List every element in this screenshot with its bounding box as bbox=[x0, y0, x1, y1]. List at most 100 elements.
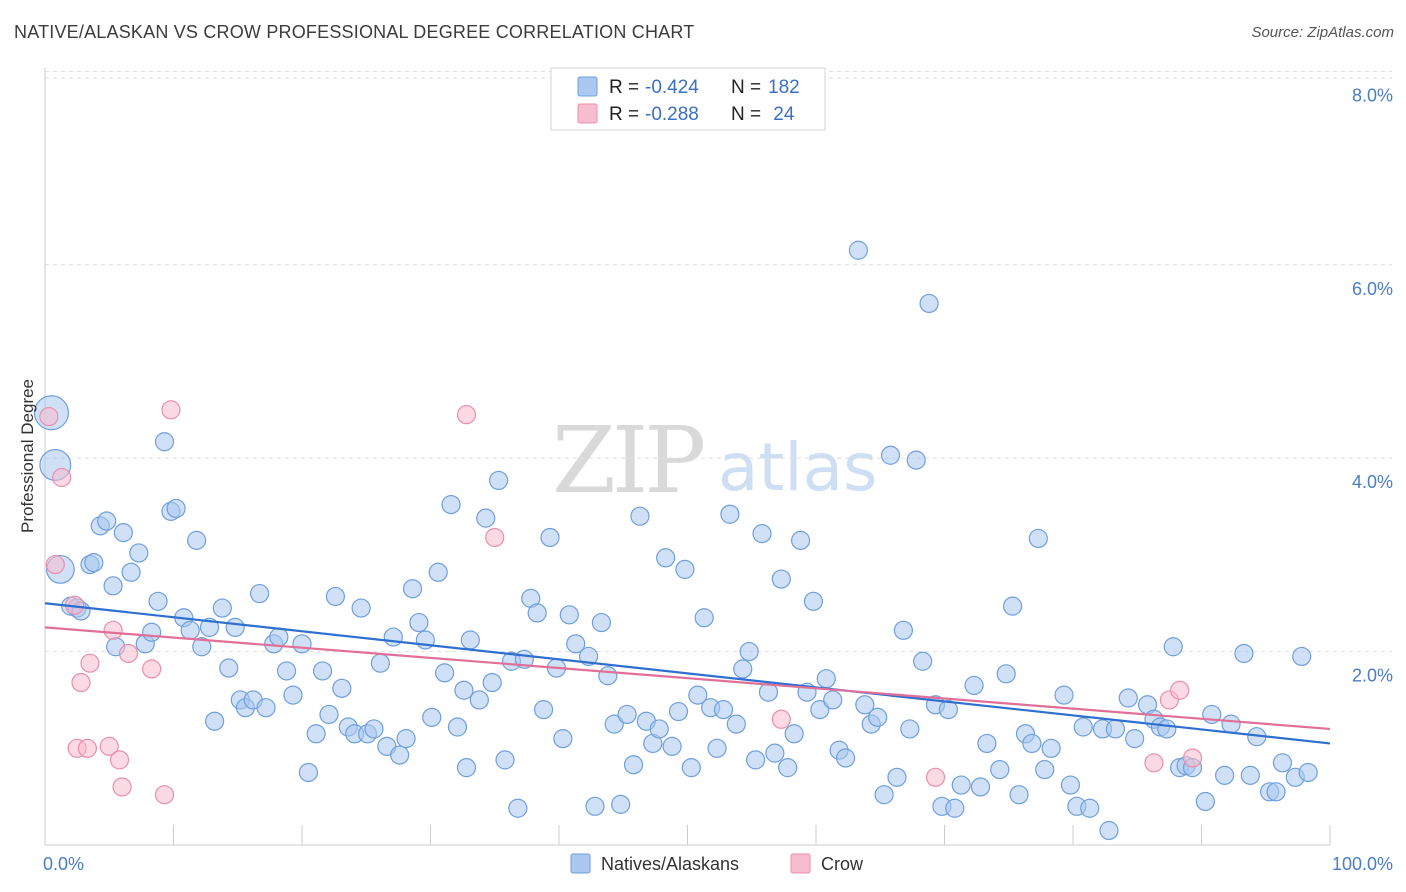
bottom-legend-label-crow: Crow bbox=[821, 854, 864, 874]
legend: R = -0.424 N = 182 R = -0.288 N = 24 bbox=[550, 67, 826, 131]
natives-point bbox=[1125, 729, 1145, 749]
natives-point bbox=[964, 675, 984, 696]
natives-point bbox=[192, 637, 212, 657]
natives-point bbox=[180, 620, 200, 640]
legend-swatch-natives bbox=[577, 76, 598, 97]
natives-point bbox=[681, 758, 701, 778]
natives-point bbox=[332, 678, 352, 698]
natives-point bbox=[298, 762, 319, 783]
natives-point bbox=[656, 548, 676, 568]
natives-point bbox=[148, 591, 168, 611]
natives-point bbox=[977, 733, 997, 754]
x-tick-label-min: 0.0% bbox=[43, 854, 84, 874]
natives-point bbox=[1266, 782, 1286, 802]
natives-point bbox=[1060, 775, 1081, 795]
y-axis-label: Professional Degree bbox=[18, 379, 37, 533]
natives-point bbox=[990, 759, 1010, 780]
natives-point bbox=[166, 498, 186, 519]
natives-point bbox=[1035, 759, 1055, 780]
natives-point bbox=[1298, 762, 1318, 783]
natives-point bbox=[919, 293, 939, 314]
natives-point bbox=[816, 669, 836, 689]
natives-point bbox=[469, 690, 489, 710]
natives-point bbox=[460, 630, 480, 650]
natives-point bbox=[553, 729, 573, 749]
natives-point bbox=[790, 530, 811, 550]
natives-point bbox=[694, 608, 714, 628]
natives-point bbox=[1028, 528, 1048, 549]
natives-point bbox=[803, 591, 824, 611]
crow-point bbox=[71, 672, 91, 693]
bottom-legend-label-natives: Natives/Alaskans bbox=[601, 854, 739, 874]
natives-point bbox=[855, 695, 875, 715]
natives-point bbox=[364, 719, 384, 739]
natives-point bbox=[1272, 753, 1293, 773]
natives-point bbox=[848, 240, 869, 260]
crow-trend-line bbox=[44, 626, 1331, 731]
natives-point bbox=[312, 661, 333, 681]
natives-point bbox=[383, 627, 403, 647]
natives-point bbox=[422, 707, 442, 727]
crow-point bbox=[1182, 748, 1203, 768]
natives-point bbox=[113, 523, 133, 543]
natives-point bbox=[103, 576, 123, 596]
watermark: ZIP atlas bbox=[552, 407, 878, 514]
natives-point bbox=[447, 717, 468, 737]
natives-point bbox=[325, 586, 346, 607]
natives-point bbox=[913, 651, 933, 671]
natives-point bbox=[1054, 685, 1074, 705]
natives-point bbox=[249, 583, 270, 604]
crow-point bbox=[103, 620, 123, 640]
natives-point bbox=[269, 627, 289, 647]
natives-point bbox=[668, 701, 689, 722]
series-natives-points bbox=[33, 240, 1318, 841]
y-tick-label: 8.0% bbox=[1352, 85, 1393, 105]
natives-point bbox=[508, 798, 528, 818]
crow-point bbox=[142, 659, 162, 679]
natives-point bbox=[880, 445, 901, 465]
natives-point bbox=[351, 598, 371, 618]
natives-point bbox=[585, 796, 605, 816]
natives-point bbox=[1240, 765, 1260, 785]
natives-point bbox=[951, 775, 971, 795]
natives-point bbox=[482, 672, 502, 693]
natives-point bbox=[1215, 765, 1235, 785]
natives-point bbox=[1099, 820, 1119, 841]
bottom-legend: Natives/Alaskans Crow bbox=[570, 853, 864, 874]
crow-point bbox=[45, 554, 65, 575]
natives-point bbox=[559, 605, 579, 625]
natives-point bbox=[199, 617, 220, 638]
natives-point bbox=[893, 620, 913, 640]
natives-point bbox=[1163, 637, 1183, 657]
natives-point bbox=[1073, 717, 1093, 737]
natives-point bbox=[1022, 733, 1042, 754]
natives-point bbox=[874, 785, 894, 805]
natives-point bbox=[283, 685, 303, 705]
y-tick-label: 4.0% bbox=[1352, 472, 1393, 492]
natives-point bbox=[390, 745, 410, 765]
natives-point bbox=[771, 569, 791, 589]
watermark-zip: ZIP bbox=[552, 407, 703, 514]
crow-point bbox=[1144, 753, 1164, 773]
crow-point bbox=[112, 777, 132, 797]
legend-r-label-natives: R = bbox=[609, 77, 639, 98]
crow-point bbox=[485, 527, 505, 548]
natives-point bbox=[428, 562, 448, 582]
natives-point bbox=[456, 758, 477, 778]
crow-point bbox=[925, 767, 946, 787]
natives-point bbox=[495, 750, 515, 770]
natives-point bbox=[489, 470, 509, 491]
natives-point bbox=[84, 553, 104, 573]
natives-point bbox=[649, 719, 669, 739]
natives-point bbox=[527, 603, 547, 623]
natives-point bbox=[1003, 596, 1023, 616]
natives-point bbox=[662, 736, 682, 756]
natives-point bbox=[778, 758, 798, 778]
natives-point bbox=[256, 698, 276, 718]
natives-point bbox=[630, 506, 650, 526]
crow-point bbox=[771, 709, 791, 729]
natives-point bbox=[720, 504, 740, 524]
crow-point bbox=[118, 643, 139, 664]
y-tick-label: 2.0% bbox=[1352, 666, 1393, 686]
natives-point bbox=[733, 659, 753, 679]
